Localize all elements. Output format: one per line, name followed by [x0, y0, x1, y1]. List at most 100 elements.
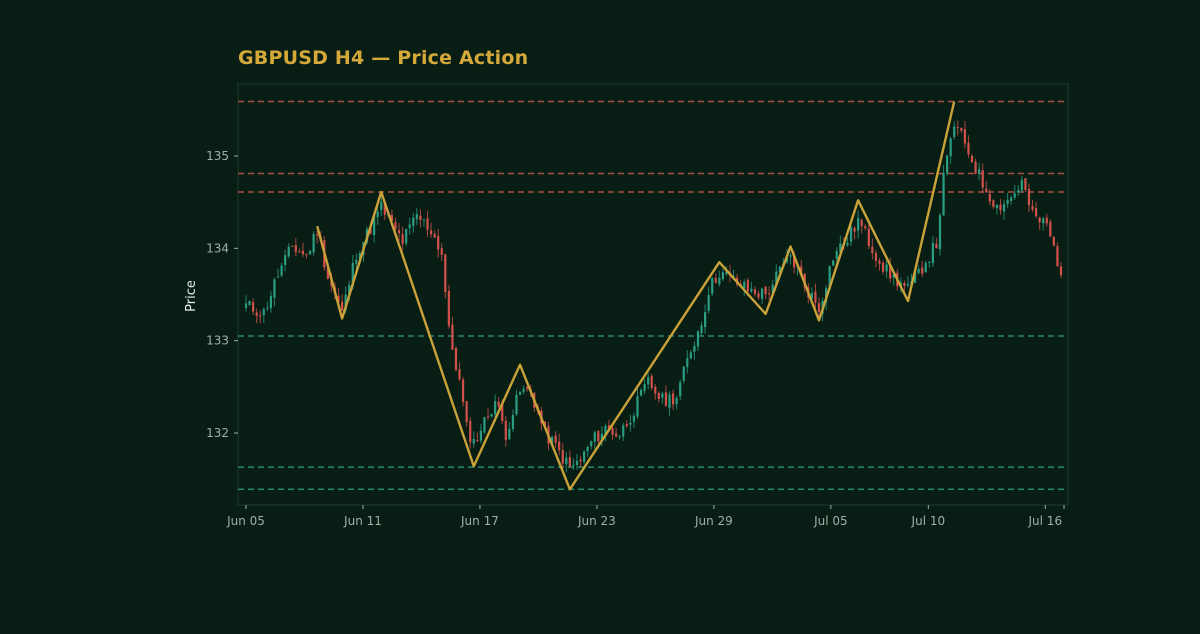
candle	[248, 300, 251, 306]
candle-body	[1034, 207, 1038, 217]
candle-body	[753, 289, 757, 295]
candle	[817, 297, 821, 318]
candle	[447, 284, 450, 329]
candle-body	[316, 234, 319, 236]
candle	[511, 409, 515, 432]
candle	[312, 231, 315, 256]
candle	[244, 295, 248, 312]
candle-body	[874, 252, 878, 261]
candle-body	[504, 420, 507, 440]
candle-body	[522, 388, 525, 392]
candle-body	[664, 392, 668, 406]
candle-body	[550, 436, 554, 445]
candle-body	[440, 248, 443, 255]
candle	[675, 395, 678, 410]
candle	[853, 226, 856, 240]
candle-body	[963, 129, 967, 144]
candle-body	[611, 428, 614, 435]
candle-body	[999, 204, 1002, 211]
candle-body	[693, 345, 696, 352]
candle-body	[775, 271, 778, 286]
candle-body	[800, 266, 803, 275]
candle	[611, 425, 614, 440]
candle	[956, 120, 959, 136]
candle	[867, 222, 870, 250]
candle	[906, 276, 910, 288]
candle	[1049, 219, 1052, 237]
candle	[615, 428, 618, 438]
candle-body	[444, 254, 447, 293]
candle	[625, 420, 628, 429]
candle	[881, 260, 885, 275]
candle-body	[483, 417, 486, 433]
chart-title: GBPUSD H4 — Price Action	[238, 47, 529, 69]
candle	[465, 400, 468, 427]
candle	[999, 199, 1002, 215]
candle-body	[906, 283, 910, 286]
candle-body	[835, 251, 838, 259]
candle-body	[1059, 266, 1063, 276]
candle-body	[1045, 217, 1048, 224]
candle-body	[252, 302, 255, 312]
y-tick-label: 135	[206, 149, 229, 163]
candle	[558, 433, 561, 456]
candle-body	[860, 219, 863, 227]
candle-body	[426, 218, 429, 230]
candle-body	[1027, 188, 1031, 206]
candle-body	[401, 234, 404, 244]
x-tick-label: Jun 05	[226, 514, 265, 528]
candle	[284, 249, 287, 272]
candle	[458, 362, 461, 382]
candle-body	[572, 464, 575, 466]
candle-body	[561, 450, 564, 464]
candle-body	[408, 224, 411, 229]
candle-body	[397, 230, 401, 234]
candle	[565, 451, 568, 473]
candle-body	[867, 228, 870, 246]
candle-body	[269, 296, 273, 309]
candle	[255, 308, 258, 324]
candle-body	[244, 303, 248, 308]
candle-body	[419, 215, 422, 220]
candle-body	[654, 386, 657, 394]
candle	[1006, 192, 1009, 208]
level-lines	[238, 100, 1068, 491]
candle-body	[725, 271, 728, 275]
candle	[949, 136, 952, 164]
candle-body	[422, 219, 426, 221]
candle	[978, 162, 981, 181]
candle	[376, 204, 379, 226]
candle	[953, 121, 956, 140]
candle-body	[942, 172, 945, 216]
candle	[340, 294, 344, 312]
zigzag-line	[316, 101, 956, 491]
candle-body	[618, 436, 621, 438]
candle	[280, 262, 283, 278]
candle	[316, 230, 319, 244]
candle-body	[903, 282, 906, 286]
candle	[1045, 213, 1048, 227]
candle-body	[590, 441, 593, 447]
candle	[1038, 216, 1041, 230]
candle	[497, 397, 500, 409]
candle-body	[298, 251, 301, 253]
candle	[636, 388, 639, 420]
candle	[846, 237, 849, 247]
candle	[259, 310, 262, 324]
candle	[355, 253, 358, 271]
x-tick-label: Jul 10	[911, 514, 946, 528]
candle	[1024, 178, 1027, 193]
candle-body	[554, 435, 557, 443]
candle	[262, 307, 265, 323]
candle	[707, 286, 710, 314]
candle-body	[935, 243, 938, 249]
candle	[618, 434, 621, 440]
candle-body	[764, 286, 767, 295]
candle-body	[849, 226, 853, 242]
candle	[693, 341, 696, 360]
candle	[508, 422, 511, 440]
candle-body	[885, 264, 888, 272]
candle-body	[301, 250, 305, 255]
candle	[490, 413, 493, 418]
candle	[444, 253, 447, 299]
